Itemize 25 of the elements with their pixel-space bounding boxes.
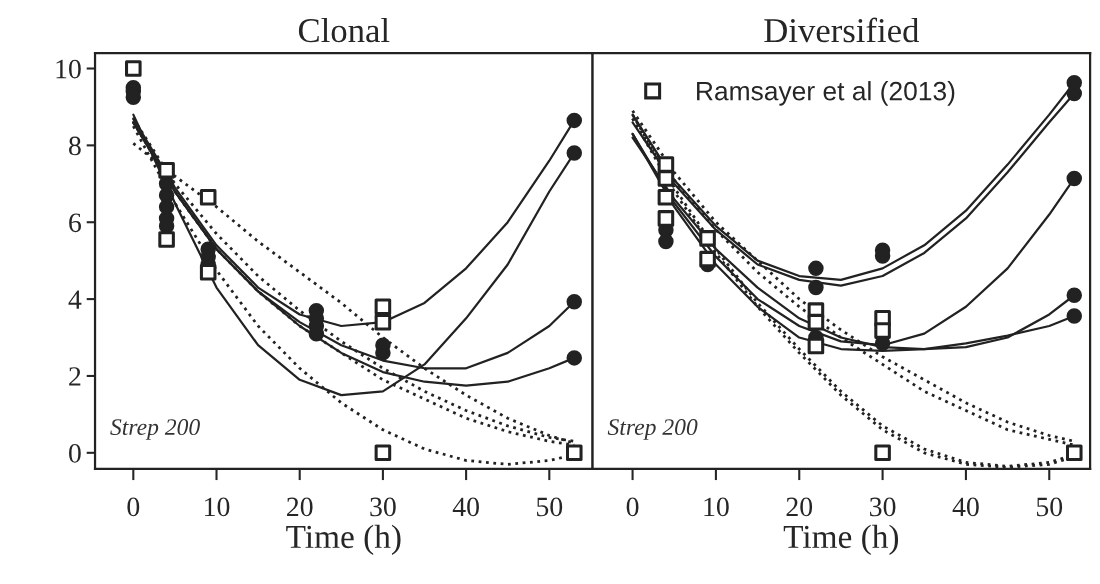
x-tick-label: 0 — [127, 497, 140, 517]
y-tick-label: 2 — [69, 367, 81, 386]
chart-title: Clonal — [298, 17, 390, 43]
y-tick-label: 0 — [69, 443, 81, 463]
x-tick-label: 30 — [370, 497, 396, 517]
x-axis-title: Time (h) — [286, 524, 401, 555]
y-tick-label: 8 — [69, 136, 81, 156]
y-tick-label: 4 — [68, 290, 82, 309]
chart-title: Diversified — [764, 17, 920, 43]
y-tick-label: 6 — [69, 213, 82, 233]
x-tick-label: 40 — [952, 497, 979, 517]
x-tick-label: 0 — [626, 497, 639, 517]
x-tick-label: 50 — [1036, 497, 1063, 517]
x-tick-label: 20 — [786, 497, 813, 517]
legend-label: Ramsayer et al (2013) — [697, 81, 955, 106]
x-tick-label: 20 — [287, 497, 313, 517]
x-tick-label: 40 — [452, 497, 479, 517]
x-tick-label: 50 — [537, 497, 563, 517]
x-tick-label: 10 — [205, 497, 230, 517]
x-axis-title: Time (h) — [783, 524, 899, 555]
x-tick-label: 30 — [870, 497, 896, 517]
annotation: Strep 200 — [110, 419, 200, 440]
annotation: Strep 200 — [607, 419, 698, 440]
y-tick-label: 10 — [56, 59, 81, 79]
x-tick-label: 10 — [704, 497, 729, 517]
